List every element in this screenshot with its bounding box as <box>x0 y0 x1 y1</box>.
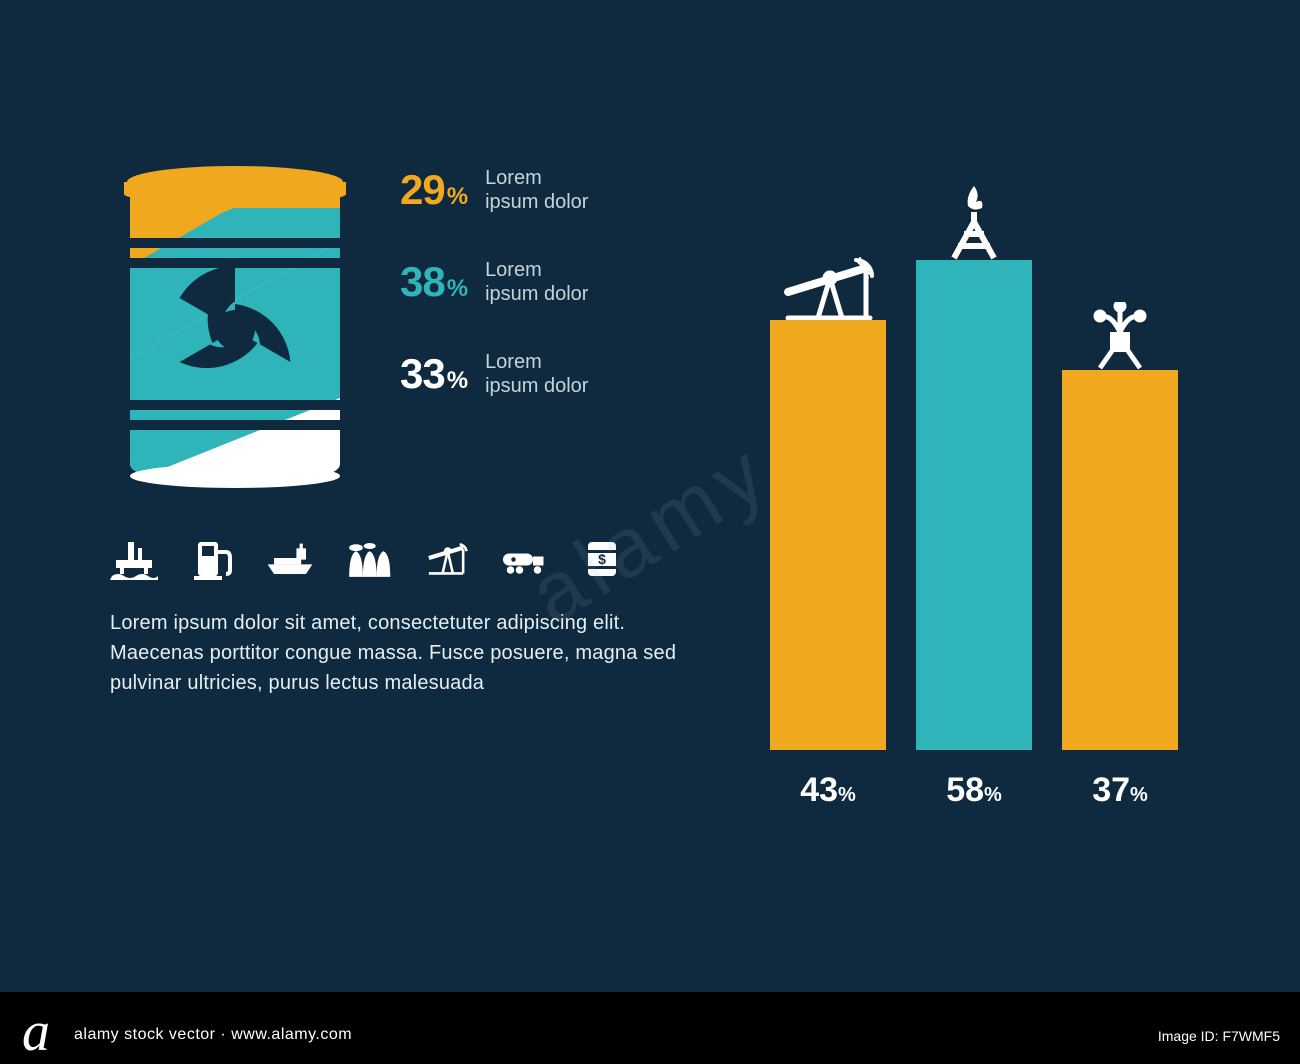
stat-label: Loremipsum dolor <box>485 166 588 214</box>
stat-item: 33% Loremipsum dolor <box>400 350 588 398</box>
offshore-rig-icon <box>110 536 158 580</box>
bar-rect <box>1062 370 1178 750</box>
pumpjack-icon <box>778 252 878 322</box>
bar-rect <box>770 320 886 750</box>
svg-text:$: $ <box>598 551 606 567</box>
bar-item <box>770 252 886 750</box>
gas-flare-rig-icon <box>924 192 1024 262</box>
bar-label: 58% <box>916 771 1032 810</box>
stat-item: 38% Loremipsum dolor <box>400 258 588 306</box>
nuclear-plant-icon <box>344 536 392 580</box>
stat-value: 33% <box>400 350 467 398</box>
tanker-truck-icon <box>500 536 548 580</box>
gas-pump-icon <box>188 536 236 580</box>
image-id-label: Image ID: F7WMF5 <box>1158 1028 1280 1044</box>
bar-chart: 43% 58% 37% <box>770 140 1190 820</box>
bar-label: 37% <box>1062 771 1178 810</box>
barrel-stats-row: 29% Loremipsum dolor 38% Loremipsum dolo… <box>110 160 700 490</box>
stat-value: 29% <box>400 166 467 214</box>
bar-label: 43% <box>770 771 886 810</box>
bars-container <box>770 192 1190 750</box>
bar-labels: 43% 58% 37% <box>770 771 1190 810</box>
bar-rect <box>916 260 1032 750</box>
industry-icon-row: $ <box>110 532 700 580</box>
infographic-canvas: 29% Loremipsum dolor 38% Loremipsum dolo… <box>0 0 1300 1064</box>
oil-well-icon <box>1070 302 1170 372</box>
alamy-logo-icon: a <box>22 1000 50 1064</box>
bar-item <box>916 192 1032 750</box>
stat-label: Loremipsum dolor <box>485 350 588 398</box>
bar-item <box>1062 302 1178 750</box>
body-paragraph: Lorem ipsum dolor sit amet, consectetute… <box>110 608 680 698</box>
alamy-credit: alamy stock vector · www.alamy.com <box>74 1026 352 1044</box>
stat-list: 29% Loremipsum dolor 38% Loremipsum dolo… <box>400 160 588 398</box>
dollar-barrel-icon: $ <box>578 536 626 580</box>
tanker-ship-icon <box>266 536 314 580</box>
pumpjack-icon <box>422 536 470 580</box>
stat-label: Loremipsum dolor <box>485 258 588 306</box>
radioactive-barrel-icon <box>110 160 360 490</box>
stat-value: 38% <box>400 258 467 306</box>
stat-item: 29% Loremipsum dolor <box>400 166 588 214</box>
left-column: 29% Loremipsum dolor 38% Loremipsum dolo… <box>110 160 700 698</box>
